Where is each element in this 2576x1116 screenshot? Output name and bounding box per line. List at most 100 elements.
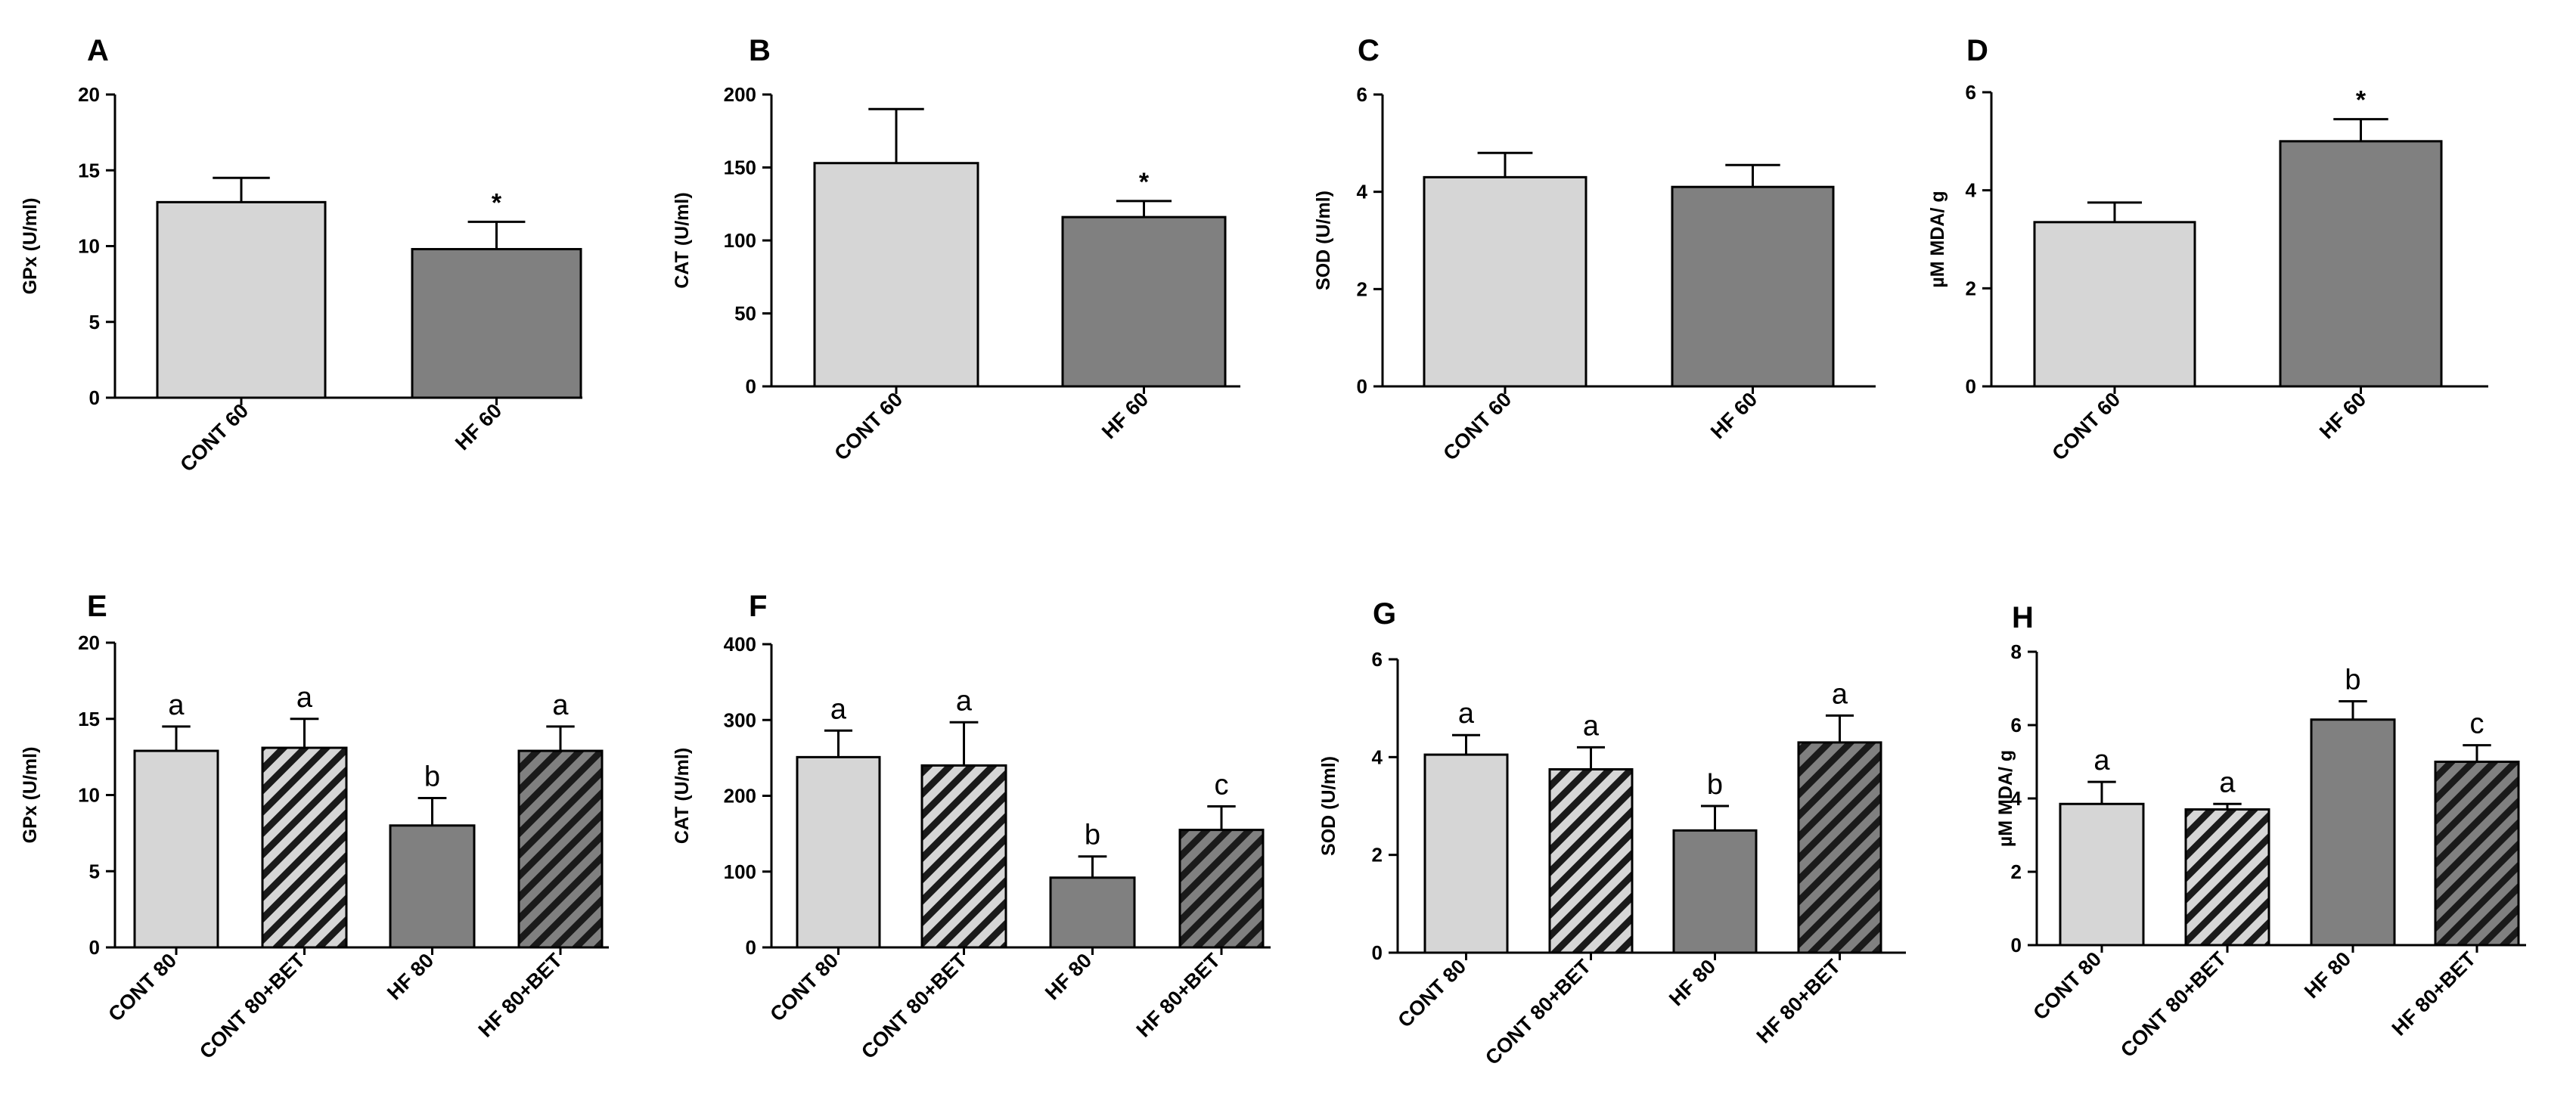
category-label-a-1: HF 60 — [451, 399, 506, 454]
significance-label-f-2: b — [1085, 820, 1100, 851]
panel-letter-e: E — [87, 590, 107, 623]
bar-c-1 — [1671, 185, 1835, 388]
significance-label-f-0: a — [830, 693, 847, 725]
bar-h-3 — [2434, 761, 2520, 947]
category-label-f-1: CONT 80+BET — [857, 949, 972, 1064]
y-tick-label-a-0: 0 — [89, 386, 100, 409]
y-tick-label-g-2: 4 — [1372, 746, 1383, 768]
y-tick-label-e-1: 5 — [89, 860, 100, 882]
y-tick-label-c-1: 2 — [1357, 277, 1367, 300]
y-tick-label-e-4: 20 — [78, 631, 100, 654]
significance-label-e-2: b — [424, 761, 440, 793]
significance-label-b-1: * — [1139, 168, 1150, 197]
y-tick-label-c-0: 0 — [1357, 375, 1367, 398]
bar-g-1 — [1548, 768, 1634, 954]
chart-panel-d: DµM MDA/ g 0 2 4 6 CONT 60 * HF 60 — [1927, 34, 2488, 465]
chart-panel-g: G SOD (U/ml) 0 2 4 6 a CONT 80 a CONT 80+BET b HF 8… — [1318, 597, 1906, 1069]
bar-d-1 — [2279, 140, 2443, 388]
y-tick-label-e-0: 0 — [89, 936, 100, 959]
bar-e-3 — [517, 749, 604, 949]
y-axis-label-f: CAT (U/ml) — [672, 748, 693, 844]
y-tick-label-f-4: 400 — [724, 633, 756, 656]
chart-panel-b: B CAT (U/ml) 0 50 100 150 200 CONT 60 * HF 60 — [672, 34, 1240, 465]
bar-h-1 — [2184, 808, 2270, 947]
significance-label-h-2: b — [2345, 664, 2360, 696]
bar-c-0 — [1423, 175, 1587, 388]
y-axis-label-c: SOD (U/ml) — [1313, 191, 1334, 290]
category-label-e-0: CONT 80 — [104, 949, 181, 1026]
category-label-h-3: HF 80+BET — [2388, 947, 2481, 1040]
y-tick-label-a-4: 20 — [78, 83, 100, 106]
y-tick-label-d-0: 0 — [1966, 375, 1976, 398]
y-axis-label-h: µM MDA/ g — [1995, 750, 2016, 847]
bar-a-0 — [156, 200, 327, 399]
y-axis-label-e: GPx (U/ml) — [20, 747, 41, 844]
chart-panel-c: C SOD (U/ml) 0 2 4 6 CONT 60 HF 60 — [1313, 34, 1876, 465]
bar-b-1 — [1061, 215, 1227, 388]
significance-label-e-1: a — [296, 682, 313, 714]
bar-g-0 — [1423, 753, 1509, 954]
y-tick-label-a-3: 15 — [78, 159, 100, 181]
y-tick-label-f-0: 0 — [746, 936, 756, 959]
category-label-f-2: HF 80 — [1041, 949, 1096, 1004]
bar-f-2 — [1049, 876, 1136, 949]
bar-b-0 — [813, 162, 979, 388]
significance-label-h-3: c — [2470, 708, 2484, 740]
bar-g-2 — [1672, 829, 1758, 954]
y-tick-label-a-2: 10 — [78, 235, 100, 258]
panel-letter-g: G — [1373, 597, 1396, 631]
y-tick-label-g-0: 0 — [1372, 941, 1383, 964]
bar-g-3 — [1797, 741, 1882, 954]
bar-f-3 — [1178, 829, 1265, 949]
significance-label-g-0: a — [1458, 698, 1475, 730]
y-tick-label-d-2: 4 — [1966, 179, 1977, 202]
y-tick-label-f-1: 100 — [724, 860, 756, 883]
category-label-h-2: HF 80 — [2300, 947, 2355, 1003]
y-axis-label-b: CAT (U/ml) — [672, 192, 693, 288]
significance-label-g-1: a — [1583, 710, 1600, 742]
category-label-b-0: CONT 60 — [830, 388, 907, 465]
significance-label-h-0: a — [2093, 745, 2110, 777]
significance-label-f-1: a — [956, 685, 973, 717]
category-label-h-0: CONT 80 — [2028, 947, 2106, 1025]
y-tick-label-e-3: 15 — [78, 708, 100, 730]
bar-h-0 — [2059, 802, 2145, 947]
significance-label-d-1: * — [2356, 86, 2367, 115]
category-label-f-0: CONT 80 — [765, 949, 843, 1026]
chart-panel-a: A GPx (U/ml) 0 5 10 15 20 CONT 60 * HF 60 — [20, 34, 582, 476]
category-label-g-2: HF 80 — [1665, 955, 1720, 1010]
bar-e-1 — [261, 746, 348, 949]
bar-f-1 — [920, 764, 1007, 949]
significance-label-f-3: c — [1215, 770, 1229, 801]
y-tick-label-h-0: 0 — [2011, 934, 2022, 956]
category-label-d-1: HF 60 — [2315, 388, 2370, 443]
y-tick-label-d-3: 6 — [1966, 81, 1976, 104]
chart-panel-h: HµM MDA/ g 0 2 4 6 8 a CONT 80 a CONT 80+BET b HF 8… — [1995, 601, 2526, 1062]
significance-label-e-0: a — [168, 690, 185, 721]
bar-a-1 — [411, 248, 582, 399]
y-tick-label-e-2: 10 — [78, 784, 100, 807]
category-label-g-0: CONT 80 — [1393, 955, 1470, 1032]
panel-letter-d: D — [1966, 34, 1988, 67]
y-tick-label-d-1: 2 — [1966, 277, 1976, 299]
category-label-e-3: HF 80+BET — [474, 949, 567, 1042]
y-tick-label-a-1: 5 — [89, 311, 100, 333]
category-label-g-1: CONT 80+BET — [1481, 955, 1596, 1070]
panel-letter-h: H — [2012, 601, 2034, 634]
panel-letter-b: B — [749, 34, 771, 67]
category-label-f-3: HF 80+BET — [1132, 949, 1225, 1042]
y-axis-label-d: µM MDA/ g — [1927, 191, 1948, 287]
category-label-e-1: CONT 80+BET — [195, 949, 310, 1064]
category-label-h-1: CONT 80+BET — [2116, 947, 2231, 1062]
y-tick-label-b-0: 0 — [746, 375, 756, 398]
panel-letter-c: C — [1358, 34, 1380, 67]
y-tick-label-f-2: 200 — [724, 785, 756, 808]
y-tick-label-b-2: 100 — [724, 229, 756, 252]
y-tick-label-b-1: 50 — [734, 302, 756, 325]
y-axis-label-a: GPx (U/ml) — [20, 198, 41, 295]
y-tick-label-b-4: 200 — [724, 83, 756, 106]
y-tick-label-b-3: 150 — [724, 157, 756, 179]
significance-label-g-3: a — [1832, 678, 1848, 710]
significance-label-h-1: a — [2219, 767, 2236, 798]
